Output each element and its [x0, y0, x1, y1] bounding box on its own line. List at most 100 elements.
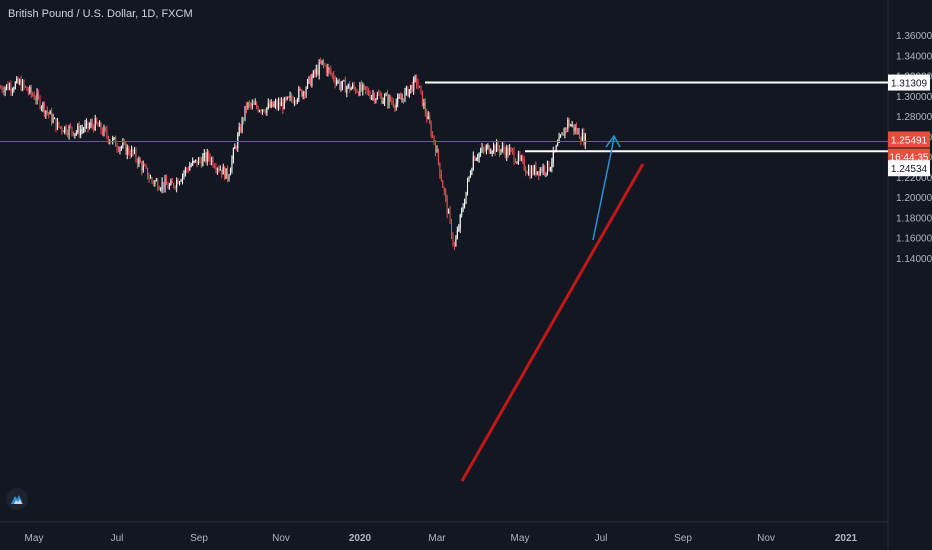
candle-body	[240, 127, 242, 132]
candle-body	[59, 126, 61, 128]
candle-body	[437, 149, 439, 163]
candle-body	[339, 80, 341, 88]
candle-body	[7, 84, 9, 90]
candle-body	[570, 125, 572, 127]
candle-body	[481, 147, 483, 152]
candle-body	[158, 188, 160, 190]
candle-body	[196, 159, 198, 165]
candle-body	[564, 128, 566, 136]
candle-body	[320, 62, 322, 64]
candle-body	[330, 69, 332, 74]
candle-body	[432, 135, 434, 137]
candle-body	[49, 111, 51, 115]
candle-body	[117, 148, 120, 151]
support-price-label-bg	[888, 160, 930, 177]
candle-body	[573, 124, 575, 132]
candle-body	[375, 98, 377, 102]
candle-body	[291, 95, 293, 100]
candle-body	[245, 105, 247, 109]
candle-body	[138, 159, 140, 165]
candle-body	[507, 147, 509, 155]
candle-body	[4, 87, 6, 93]
candle-body	[378, 94, 380, 96]
candle-body	[171, 181, 173, 184]
candle-body	[75, 132, 77, 134]
candle-body	[234, 146, 236, 149]
candle-body	[456, 230, 458, 239]
candle-body	[317, 68, 319, 75]
candle-body	[38, 92, 40, 97]
candle-body	[212, 158, 214, 167]
candle-body	[455, 238, 457, 247]
candle-body	[500, 149, 502, 153]
candle-body	[514, 161, 516, 163]
candle-body	[270, 101, 272, 108]
candle-body	[177, 180, 179, 184]
candle-body	[426, 112, 428, 119]
y-tick-label: 1.34000	[896, 51, 932, 62]
x-tick-label: Mar	[428, 533, 446, 544]
candle-body	[129, 153, 131, 157]
candle-body	[314, 70, 316, 74]
candle-body	[407, 86, 409, 97]
candle-body	[16, 78, 18, 83]
candle-body	[541, 168, 543, 172]
candle-body	[311, 77, 313, 86]
candle-body	[376, 94, 378, 99]
candle-body	[151, 177, 153, 182]
candle-body	[269, 103, 271, 108]
candle-body	[331, 73, 333, 75]
x-tick-label: 2021	[835, 533, 858, 544]
candle-body	[136, 159, 138, 165]
candle-body	[6, 84, 8, 88]
candle-body	[22, 81, 24, 91]
candle-body	[404, 91, 406, 102]
candle-body	[295, 101, 297, 103]
candle-body	[312, 70, 314, 78]
candle-body	[577, 130, 579, 133]
candle-body	[384, 95, 386, 102]
candle-body	[96, 118, 98, 124]
candle-body	[352, 84, 354, 89]
candle-body	[260, 110, 262, 112]
candle-body	[429, 116, 431, 124]
candle-body	[266, 107, 268, 113]
candle-body	[509, 148, 511, 155]
candle-body	[244, 105, 246, 120]
candle-body	[179, 181, 181, 184]
candle-body	[525, 169, 527, 173]
candle-body	[567, 119, 569, 129]
support-price-label: 1.24534	[891, 164, 928, 175]
candle-body	[17, 78, 19, 84]
candle-body	[81, 129, 83, 131]
candle-body	[32, 93, 34, 96]
candle-body	[78, 125, 80, 135]
candle-body	[46, 110, 48, 113]
current-price-label: 1.25491	[891, 136, 928, 147]
candle-body	[538, 171, 540, 176]
candle-body	[254, 103, 256, 105]
candle-body	[466, 180, 469, 192]
candle-body	[19, 80, 21, 84]
candle-body	[122, 142, 124, 147]
candle-body	[282, 102, 284, 110]
candle-body	[97, 123, 99, 127]
candle-body	[349, 84, 351, 91]
candle-body	[215, 167, 217, 171]
candle-body	[128, 147, 130, 154]
candle-body	[112, 138, 114, 142]
tradingview-logo-icon[interactable]	[6, 488, 28, 510]
candle-body	[180, 180, 182, 182]
candle-body	[11, 89, 13, 91]
candle-body	[241, 118, 243, 132]
candle-body	[86, 121, 88, 125]
candle-body	[267, 103, 269, 108]
candle-body	[56, 122, 58, 130]
candle-body	[36, 92, 38, 101]
candle-body	[450, 220, 453, 237]
candle-body	[548, 161, 550, 171]
candle-body	[232, 148, 234, 159]
candle-body	[356, 92, 358, 94]
